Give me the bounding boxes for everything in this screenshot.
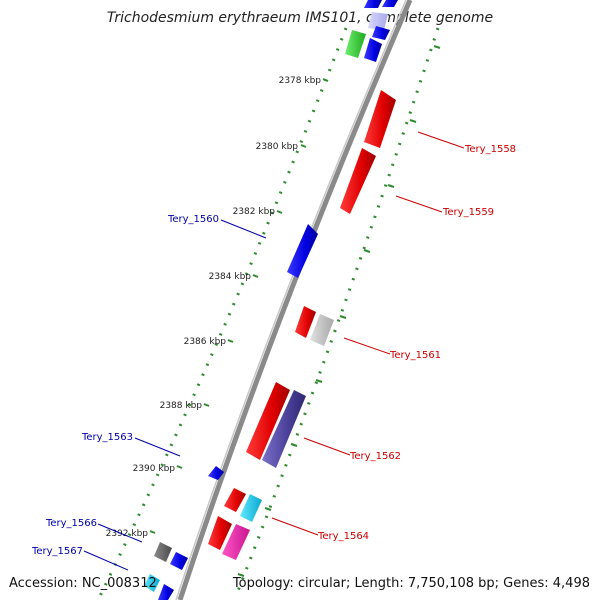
inner-tick-track [98,27,348,597]
kbp-tick-label: 2390 kbp [133,464,176,474]
gene-feature-cyan[interactable] [240,494,262,522]
gene-feature-grey[interactable] [310,314,334,346]
gene-label-tery-1558[interactable]: Tery_1558 [464,144,516,155]
gene-feature-blue[interactable] [372,26,390,40]
gene-label-tery-1561[interactable]: Tery_1561 [389,350,441,361]
kbp-tick-label: 2386 kbp [184,337,227,347]
kbp-tick-label: 2384 kbp [209,272,252,282]
outer-tick [363,249,371,253]
gene-label-tery-1566[interactable]: Tery_1566 [45,518,97,529]
gene-features-top [345,0,398,62]
leader-tery-1567 [83,550,129,571]
gene-feature-lavender[interactable] [368,12,388,30]
gene-label-tery-1560[interactable]: Tery_1560 [167,214,219,225]
gene-feature-pink[interactable] [222,524,250,560]
outer-tick-track [234,27,440,597]
gene-feature-blue[interactable] [364,0,382,8]
kbp-tick-label: 2380 kbp [256,142,299,152]
outer-tick [409,119,417,123]
label-leaders [83,131,465,571]
gene-label-tery-1567[interactable]: Tery_1567 [31,546,83,557]
outer-tick [237,573,245,577]
kbp-tick-label: 2378 kbp [279,76,322,86]
kbp-tick [149,530,156,534]
gene-feature-tery-1562[interactable] [246,382,290,460]
gene-feature-tery-1563[interactable] [208,466,224,480]
kbp-tick-label: 2382 kbp [233,207,276,217]
leader-tery-1562 [303,437,351,456]
outer-tick [290,443,298,447]
forward-strand-genes [208,90,396,560]
kbp-tick [176,465,183,469]
genome-backbone [177,0,413,600]
gene-feature-purple[interactable] [262,390,306,468]
kbp-tick [203,403,210,407]
kbp-tick [300,144,307,148]
gene-label-tery-1563[interactable]: Tery_1563 [81,432,133,443]
gene-feature-tery-1561[interactable] [295,306,316,338]
leader-tery-1566 [97,523,143,543]
genome-summary-text: Topology: circular; Length: 7,750,108 bp… [232,576,590,591]
gene-label-tery-1562[interactable]: Tery_1562 [349,451,401,462]
leader-tery-1558 [417,131,465,149]
leader-tery-1559 [395,195,443,213]
gene-feature-tery-1558[interactable] [364,90,396,148]
kbp-tick [322,78,329,82]
gene-feature-tery-1564[interactable] [224,488,246,512]
reverse-strand-genes [144,224,318,600]
genome-title: Trichodesmium erythraeum IMS101, complet… [107,10,493,26]
accession-text: Accession: NC_008312 [9,576,157,591]
gene-label-tery-1559[interactable]: Tery_1559 [442,207,494,218]
leader-tery-1560 [220,219,267,239]
kbp-tick-label: 2388 kbp [160,401,203,411]
kbp-tick [276,210,283,214]
kbp-tick-label: 2392 kbp [106,529,149,539]
leader-tery-1563 [134,437,181,457]
gene-feature-dark-grey[interactable] [154,542,172,562]
outer-tick [315,379,323,383]
gene-feature-blue[interactable] [364,38,382,62]
gene-feature-blue[interactable] [382,0,398,7]
outer-tick [339,315,347,319]
gene-feature-green[interactable] [345,30,366,58]
kbp-tick [227,339,234,343]
leader-tery-1561 [343,337,391,355]
gene-feature-tery-1566[interactable] [170,552,188,570]
gene-feature-blue[interactable] [158,584,174,600]
outer-tick [264,507,272,511]
outer-ticks [237,45,441,577]
gene-labels: Tery_1558 Tery_1559 Tery_1560 Tery_1561 … [31,144,516,557]
kbp-tick [252,274,259,278]
gene-feature-tery-1560[interactable] [287,224,318,278]
gene-feature-tery-1559[interactable] [340,148,376,214]
genome-backbone-highlight [175,0,407,600]
outer-tick [387,184,395,188]
gene-label-tery-1564[interactable]: Tery_1564 [317,531,369,542]
gene-feature-tery-1567[interactable] [144,574,160,592]
kbp-ticks: 2378 kbp 2380 kbp 2382 kbp 2384 kbp 2386… [106,76,329,539]
outer-tick [433,45,441,49]
leader-tery-1564 [271,517,319,536]
gene-feature-red[interactable] [208,516,232,550]
